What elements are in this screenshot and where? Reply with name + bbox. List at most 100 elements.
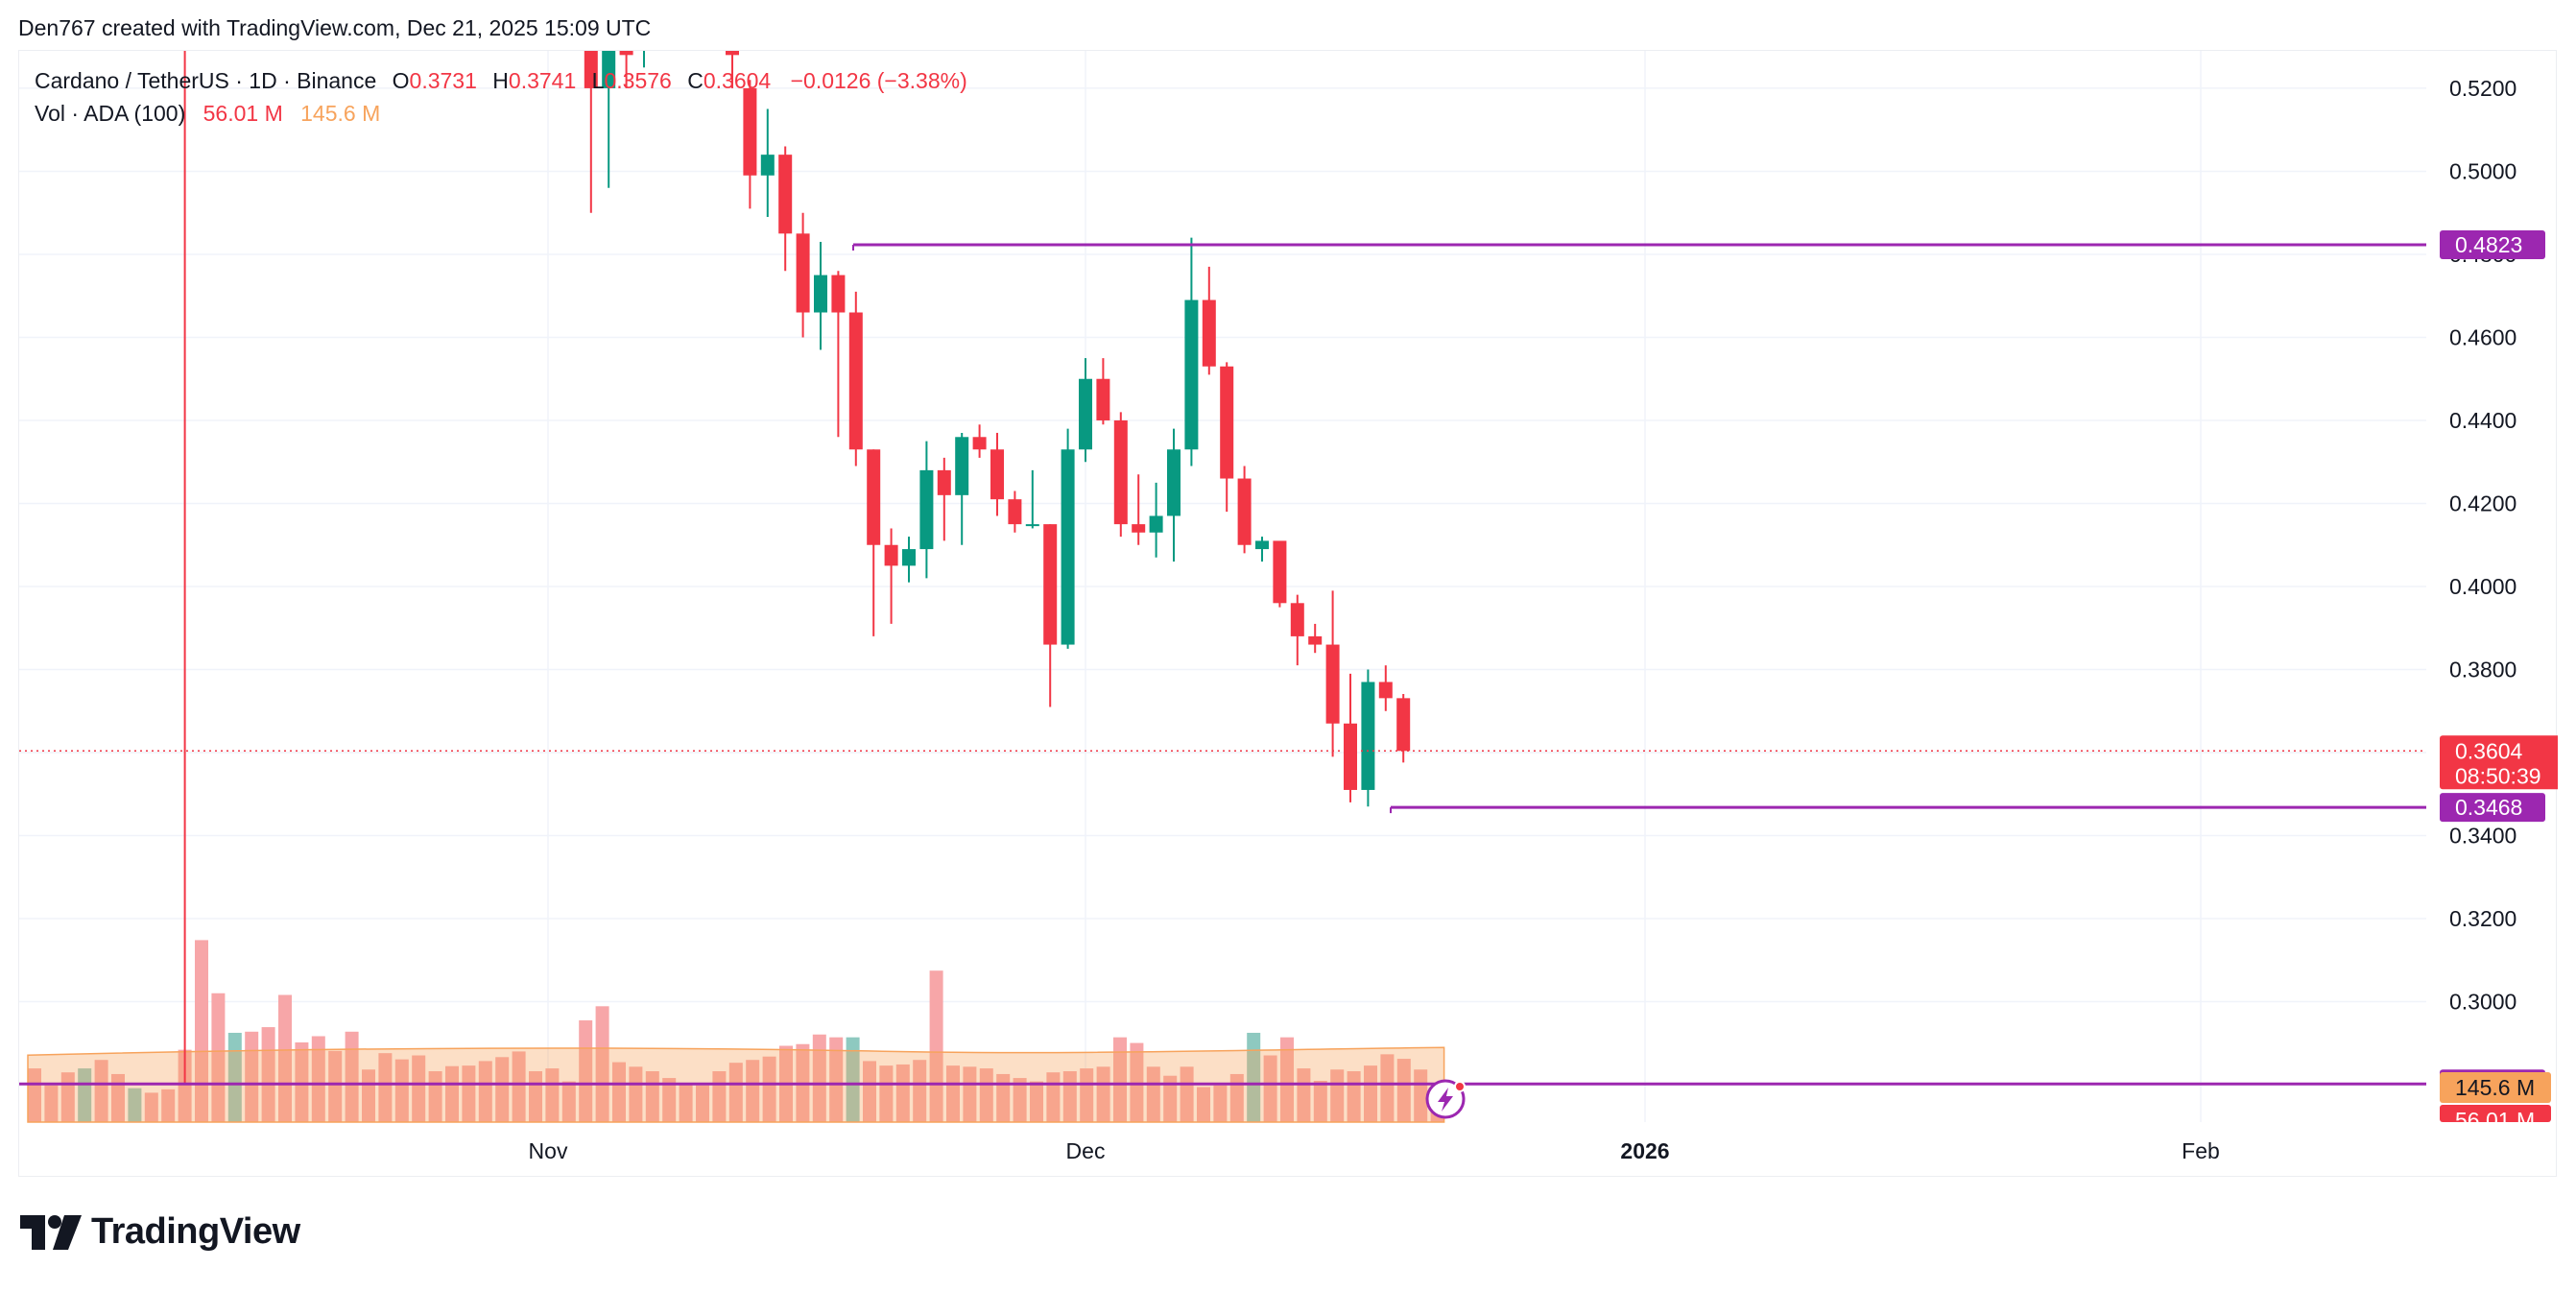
candle-body: [1396, 698, 1411, 752]
volume-bar: [78, 1068, 92, 1122]
brand-name: TradingView: [91, 1211, 300, 1252]
volume-bar: [345, 1031, 359, 1122]
legend-low: 0.3576: [604, 68, 672, 93]
legend-symbol[interactable]: Cardano / TetherUS · 1D · Binance: [35, 68, 377, 93]
candle-body: [814, 275, 827, 313]
volume-bar: [595, 1006, 609, 1122]
candle-body: [937, 469, 951, 495]
volume-bar: [1229, 1073, 1244, 1122]
candle-body: [584, 51, 598, 88]
candle-body: [726, 51, 739, 56]
candle-body: [1325, 644, 1340, 724]
time-axis: Nov Dec 2026 Feb: [529, 1138, 2220, 1163]
chart-overlays: [1425, 1079, 1466, 1119]
volume-bar: [195, 940, 208, 1122]
grid: [19, 51, 2426, 1122]
volume-bar: [111, 1073, 125, 1122]
price-tick-label: 0.4000: [2449, 574, 2516, 599]
volume-bar: [1263, 1055, 1277, 1122]
volume-bar: [679, 1084, 693, 1122]
volume-bar: [1396, 1059, 1411, 1122]
volume-bar: [1180, 1066, 1194, 1122]
volume-bar: [829, 1037, 844, 1122]
candle-body: [955, 437, 969, 495]
volume-bar: [629, 1066, 643, 1122]
volume-bar: [94, 1060, 108, 1122]
volume-bar: [1030, 1081, 1043, 1122]
volume-bar: [478, 1061, 492, 1122]
volume-bar: [161, 1089, 176, 1122]
volume-ma-tag-label: 145.6 M: [2455, 1075, 2535, 1100]
volume-bar: [812, 1034, 826, 1122]
price-tick-label: 0.5000: [2449, 158, 2516, 183]
volume-bar: [445, 1065, 459, 1122]
chart-legend[interactable]: Cardano / TetherUS · 1D · Binance O0.373…: [35, 64, 967, 130]
candle-body: [902, 549, 916, 566]
tradingview-logo-icon: [20, 1214, 82, 1250]
volume-bar: [178, 1049, 192, 1122]
level-price-tag-label: 0.3468: [2455, 795, 2522, 820]
candle-body: [1202, 299, 1216, 367]
candle-body: [1273, 540, 1287, 604]
volume-bar: [44, 1085, 59, 1122]
candle-body: [1113, 419, 1128, 525]
candle-body: [972, 437, 987, 450]
volume-bar: [512, 1051, 526, 1122]
legend-volume-label[interactable]: Vol · ADA (100): [35, 101, 186, 126]
volume-bar: [128, 1088, 142, 1122]
volume-bar: [1013, 1078, 1027, 1122]
candle-body: [884, 544, 898, 566]
price-tick-label: 0.4400: [2449, 408, 2516, 433]
level-price-tag: [2440, 230, 2545, 260]
volume-bar: [462, 1065, 476, 1122]
legend-price-row: Cardano / TetherUS · 1D · Binance O0.373…: [35, 64, 967, 97]
price-tick-label: 0.3200: [2449, 906, 2516, 931]
candle-body: [919, 469, 934, 550]
volume-bar: [579, 1020, 593, 1122]
candle-body: [831, 275, 846, 313]
price-chart[interactable]: 0.52000.50000.48000.46000.44000.42000.40…: [19, 51, 2558, 1178]
candle-body: [1025, 524, 1039, 527]
volume-bar: [979, 1068, 993, 1122]
volume-bar: [278, 994, 292, 1122]
legend-low-label: L: [591, 68, 605, 93]
candle-body: [1220, 366, 1234, 479]
volume-bar: [1380, 1054, 1395, 1122]
candle-body: [1237, 478, 1252, 545]
candle-body: [778, 155, 793, 234]
volume-bar: [295, 1041, 309, 1122]
time-tick-label: 2026: [1620, 1138, 1669, 1163]
candle-body: [1184, 299, 1199, 450]
volume-bar: [746, 1060, 760, 1122]
current-price-tag: [2440, 735, 2558, 790]
candle-body: [848, 312, 863, 450]
brand[interactable]: TradingView: [20, 1211, 300, 1253]
price-axis: 0.52000.50000.48000.46000.44000.42000.40…: [2449, 76, 2516, 1015]
legend-volume-ma: 145.6 M: [300, 101, 381, 126]
legend-volume-value: 56.01 M: [203, 101, 283, 126]
volume-bar: [412, 1055, 426, 1122]
candle-body: [1008, 499, 1022, 525]
time-tick-label: Nov: [529, 1138, 568, 1163]
volume-bar: [612, 1062, 626, 1122]
volume-bar: [1080, 1068, 1094, 1122]
candle-body: [1079, 378, 1092, 450]
candle-body: [619, 51, 633, 56]
volume-bar: [394, 1059, 409, 1122]
volume-ma-tag: [2440, 1072, 2551, 1103]
chart-frame[interactable]: 0.52000.50000.48000.46000.44000.42000.40…: [18, 50, 2558, 1178]
legend-volume-row: Vol · ADA (100) 56.01 M 145.6 M: [35, 97, 967, 130]
candle-body: [796, 233, 810, 313]
volume-bar: [863, 1061, 876, 1122]
volume-bar: [1313, 1081, 1327, 1122]
volume-bar: [1146, 1066, 1160, 1122]
candle-body: [990, 449, 1004, 500]
volume-bar: [311, 1036, 325, 1122]
volume-bar: [378, 1053, 393, 1122]
lightning-icon[interactable]: [1425, 1079, 1466, 1119]
chart-credit: Den767 created with TradingView.com, Dec…: [18, 15, 652, 40]
volume-bar: [545, 1068, 560, 1122]
candle-body: [1255, 540, 1269, 550]
current-price-tag-label: 0.3604: [2455, 738, 2523, 763]
